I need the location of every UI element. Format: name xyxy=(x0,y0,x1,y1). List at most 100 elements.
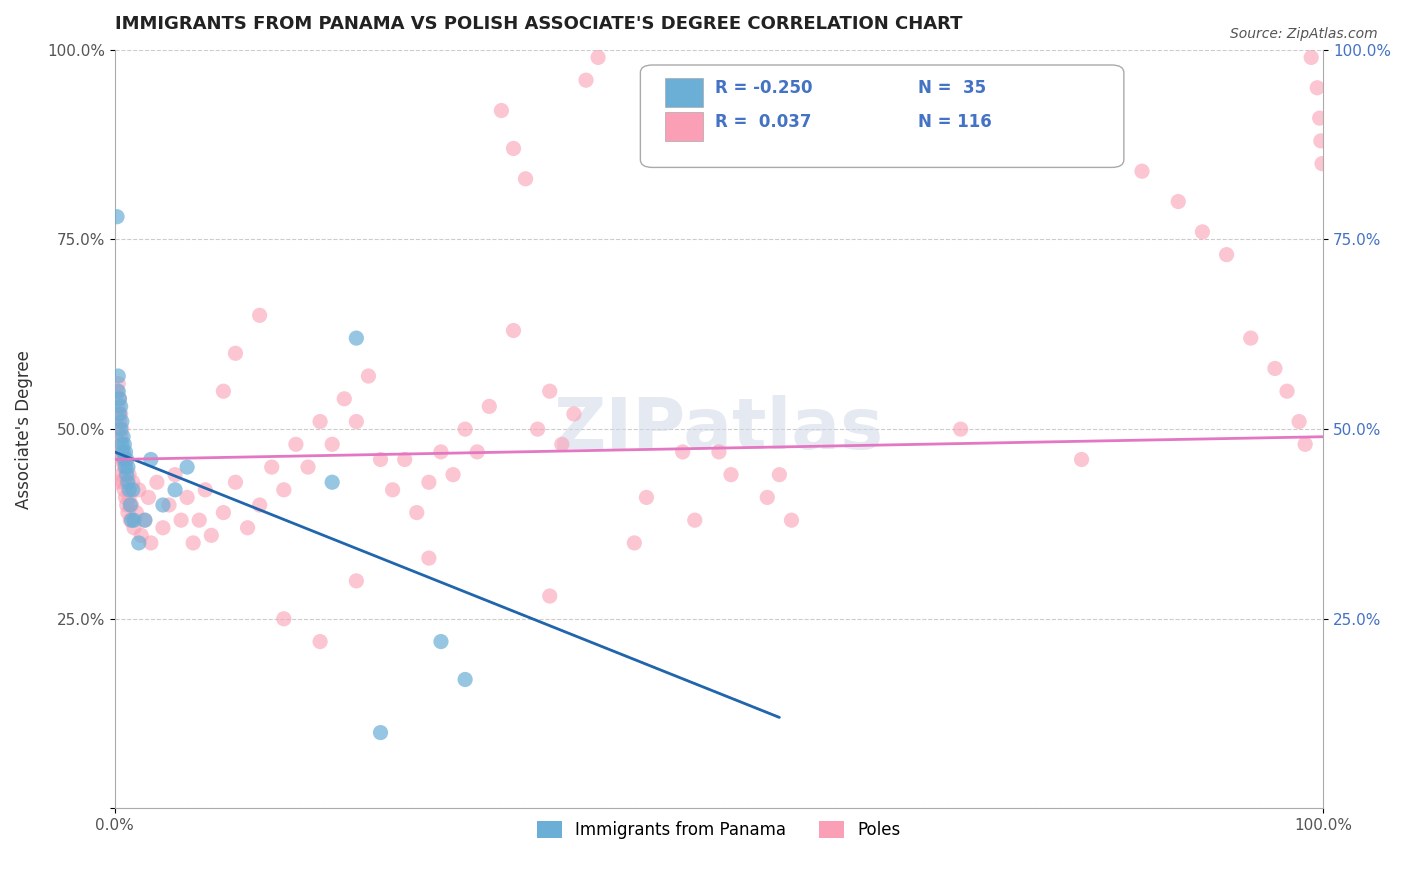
Point xyxy=(107,422,129,436)
Point xyxy=(394,452,416,467)
Point xyxy=(194,483,217,497)
Text: N = 116: N = 116 xyxy=(918,113,993,131)
Point xyxy=(170,513,193,527)
Point xyxy=(108,392,131,406)
Point xyxy=(108,407,131,421)
Point xyxy=(128,483,150,497)
Point xyxy=(107,400,129,414)
Point xyxy=(112,483,135,497)
Point xyxy=(163,483,186,497)
Point xyxy=(121,483,143,497)
Point xyxy=(112,437,135,451)
Point xyxy=(1264,361,1286,376)
Point xyxy=(454,422,477,436)
Point xyxy=(562,407,585,421)
Text: Source: ZipAtlas.com: Source: ZipAtlas.com xyxy=(1230,27,1378,41)
Point xyxy=(465,445,488,459)
Point xyxy=(114,467,136,482)
Point xyxy=(1191,225,1213,239)
Point xyxy=(333,392,356,406)
Point xyxy=(249,309,271,323)
Point xyxy=(418,475,440,490)
Point xyxy=(134,513,156,527)
Point xyxy=(110,430,132,444)
Point xyxy=(117,460,139,475)
Point xyxy=(105,210,128,224)
Point xyxy=(107,384,129,399)
Point xyxy=(1294,437,1316,451)
Point xyxy=(120,498,142,512)
Point xyxy=(157,498,180,512)
Point xyxy=(1306,80,1329,95)
Point xyxy=(163,467,186,482)
Point xyxy=(720,467,742,482)
Point xyxy=(224,475,246,490)
Point xyxy=(672,445,695,459)
Point xyxy=(112,430,135,444)
Point xyxy=(273,483,295,497)
Point xyxy=(111,437,134,451)
Point xyxy=(344,331,367,345)
Point xyxy=(108,392,131,406)
Point xyxy=(121,498,143,512)
Point xyxy=(118,467,141,482)
Point xyxy=(112,460,135,475)
Point xyxy=(1215,247,1237,261)
Point xyxy=(115,498,138,512)
Point xyxy=(110,407,132,421)
Point xyxy=(114,491,136,505)
Point xyxy=(121,513,143,527)
Point xyxy=(212,384,235,399)
Point xyxy=(538,384,561,399)
Point xyxy=(146,475,169,490)
Point xyxy=(297,460,319,475)
Point xyxy=(1094,134,1116,148)
Point xyxy=(949,422,972,436)
Point xyxy=(108,415,131,429)
Point xyxy=(478,400,501,414)
Point xyxy=(309,634,332,648)
Point xyxy=(110,400,132,414)
Point xyxy=(139,452,162,467)
Point xyxy=(129,528,152,542)
Point xyxy=(111,422,134,436)
Point xyxy=(112,452,135,467)
Point xyxy=(1309,111,1331,125)
Point xyxy=(176,460,198,475)
Point xyxy=(152,498,174,512)
Point xyxy=(502,324,524,338)
FancyBboxPatch shape xyxy=(640,65,1123,168)
Text: ZIPatlas: ZIPatlas xyxy=(554,394,884,464)
Point xyxy=(112,452,135,467)
Point xyxy=(200,528,222,542)
Point xyxy=(430,634,453,648)
Point xyxy=(117,475,139,490)
Point xyxy=(115,452,138,467)
Point xyxy=(110,452,132,467)
Point xyxy=(502,141,524,155)
Point xyxy=(768,467,790,482)
Point xyxy=(120,513,142,527)
Point xyxy=(586,50,609,64)
Point xyxy=(181,536,204,550)
Point xyxy=(122,513,145,527)
Point xyxy=(176,491,198,505)
Point xyxy=(118,483,141,497)
Legend: Immigrants from Panama, Poles: Immigrants from Panama, Poles xyxy=(530,814,908,846)
Point xyxy=(623,536,645,550)
Point xyxy=(212,506,235,520)
Point xyxy=(105,384,128,399)
Text: R = -0.250: R = -0.250 xyxy=(716,78,813,96)
Point xyxy=(321,437,343,451)
Point xyxy=(122,521,145,535)
Point xyxy=(636,491,658,505)
Point xyxy=(152,521,174,535)
Point xyxy=(1288,415,1310,429)
Point xyxy=(889,65,911,79)
Point xyxy=(114,445,136,459)
Point xyxy=(1010,103,1032,118)
Point xyxy=(118,491,141,505)
Point xyxy=(370,725,392,739)
Point xyxy=(309,415,332,429)
Point xyxy=(381,483,404,497)
